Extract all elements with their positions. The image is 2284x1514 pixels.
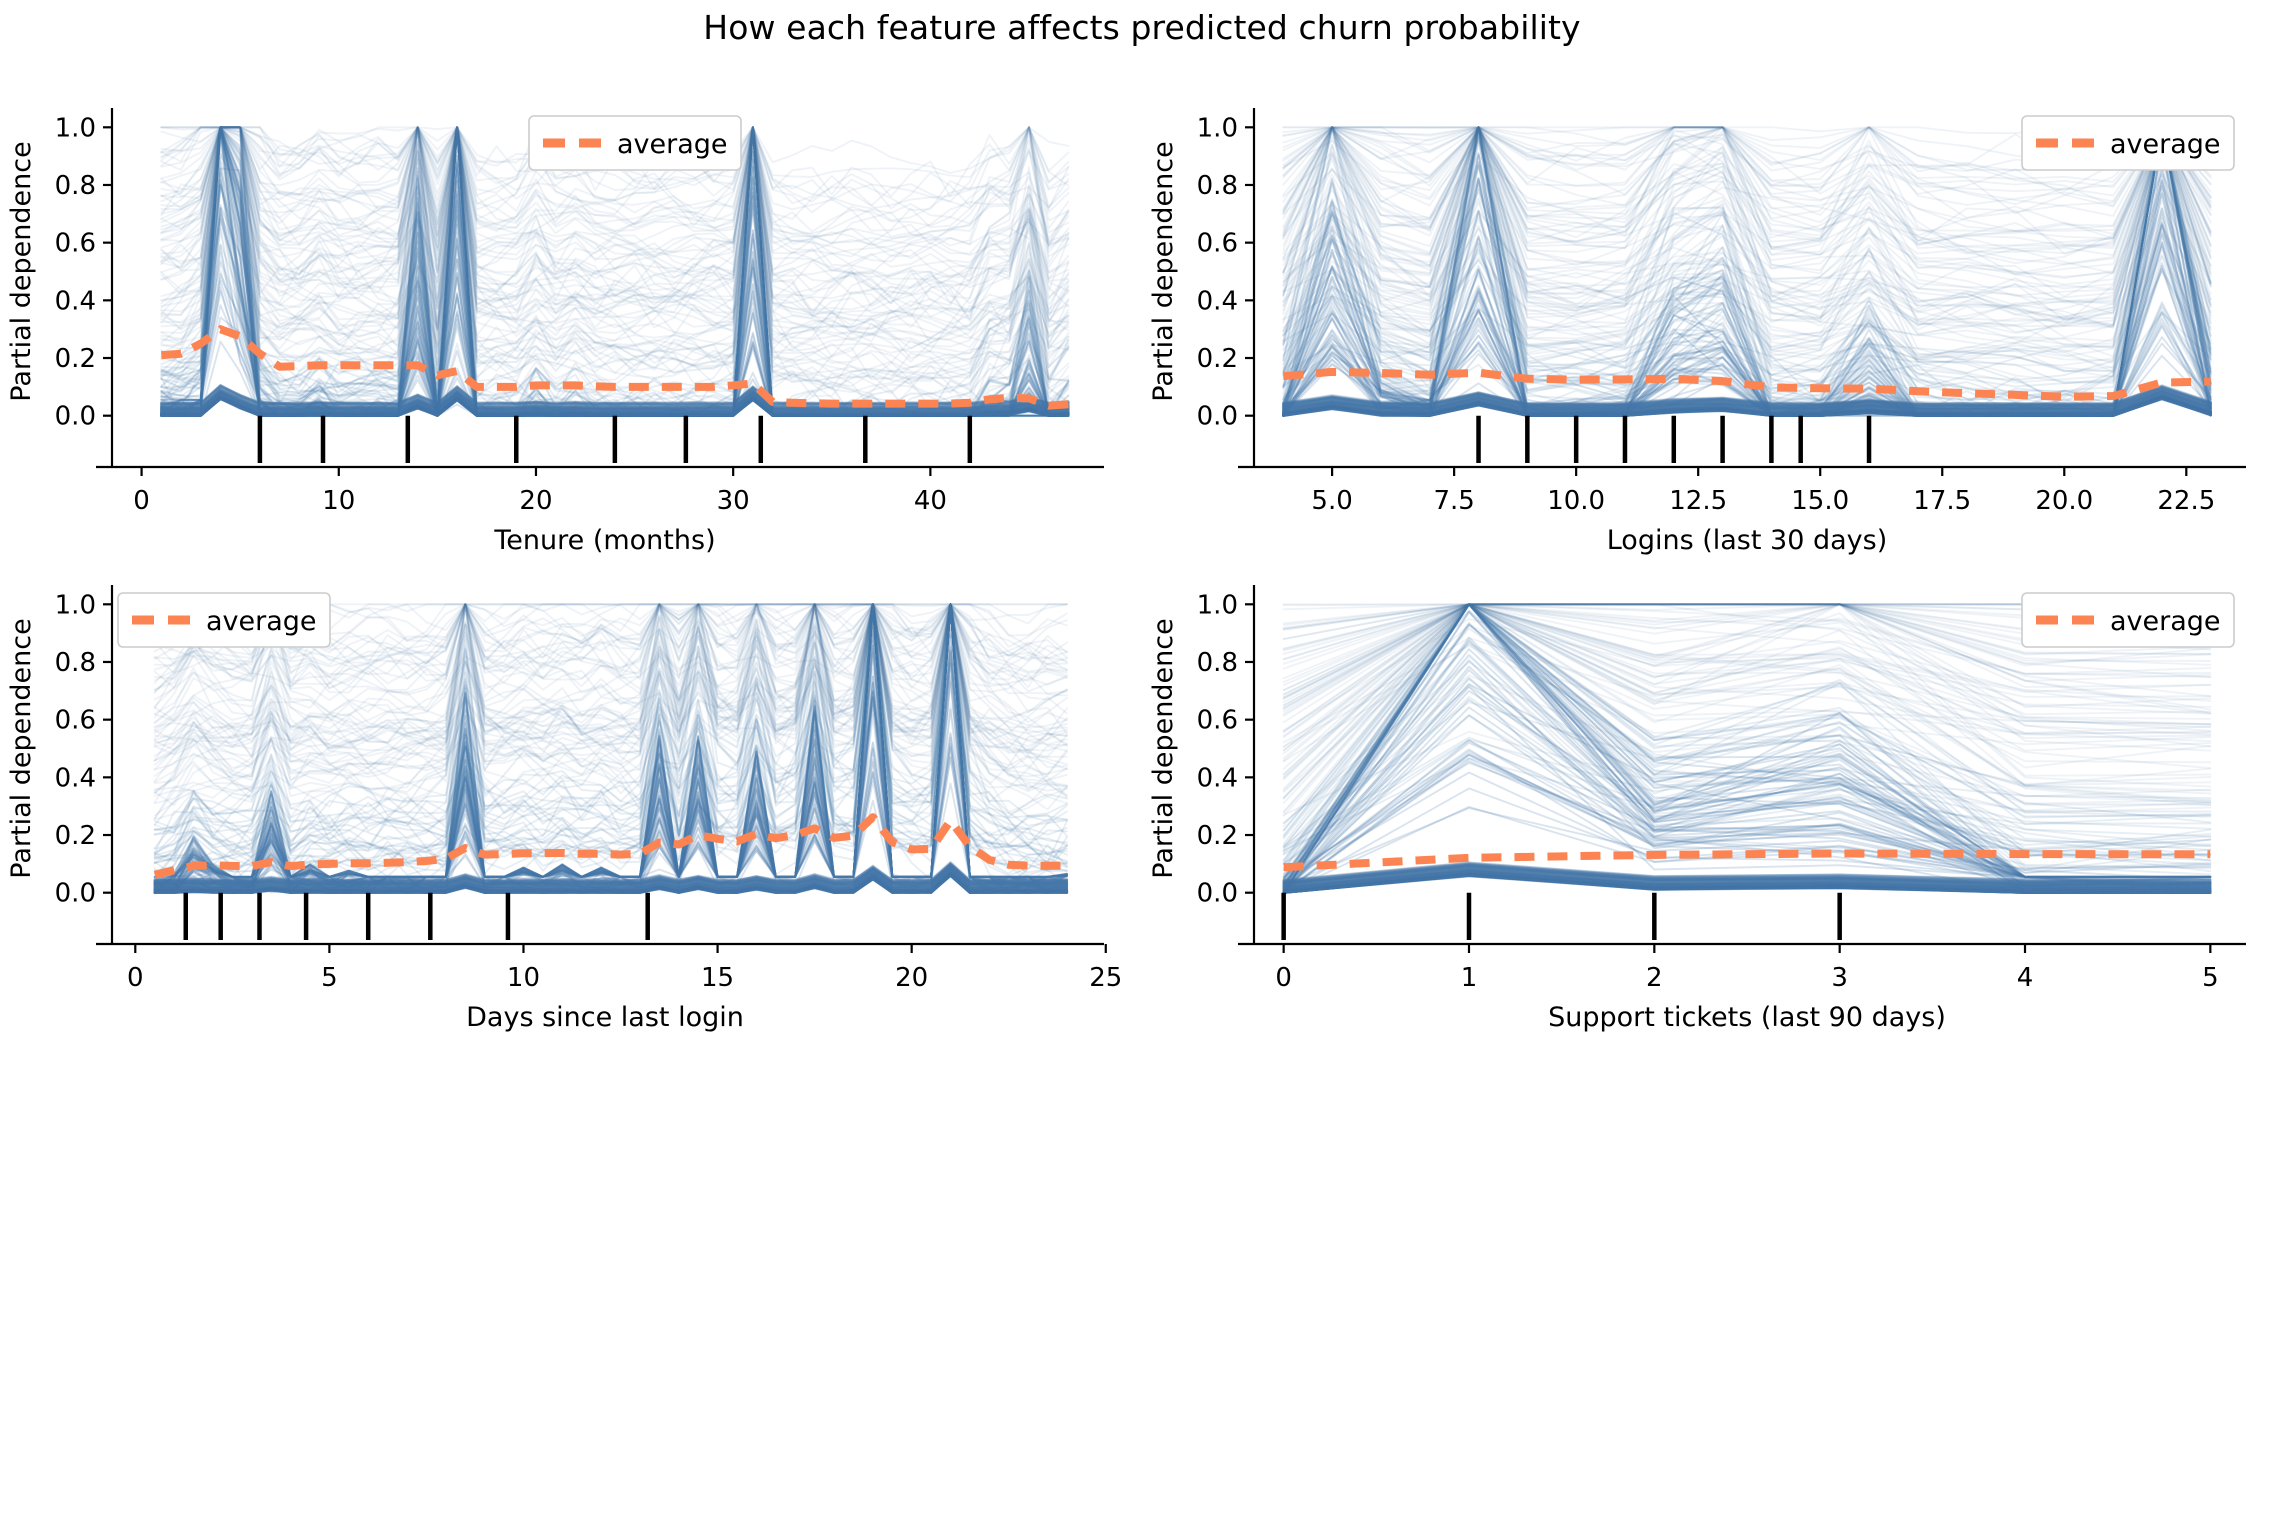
x-tick-label: 20	[895, 963, 928, 993]
x-axis-label: Tenure (months)	[493, 525, 715, 556]
legend-label: average	[617, 129, 728, 160]
y-tick-label: 0.0	[1197, 879, 1238, 909]
subplot-days-since-last-login: 0.0 0.2 0.4 0.6 0.8 1.0 0 5 10 15 20 25 Days since l…	[0, 557, 1142, 1034]
subplot-logins: 0.0 0.2 0.4 0.6 0.8 1.0 5.0 7.5 10.0 12.5 15.0 17.5…	[1142, 80, 2284, 557]
y-tick-label: 0.0	[55, 402, 96, 432]
y-tick-label: 0.8	[55, 648, 96, 678]
y-tick-label: 0.8	[1197, 171, 1238, 201]
ice-curves-group	[153, 603, 1069, 894]
axes-group: 0.0 0.2 0.4 0.6 0.8 1.0 0 10 20 30 40 Tenure (month…	[6, 108, 1104, 556]
average-line	[1283, 849, 2211, 872]
legend[interactable]: average	[2021, 592, 2235, 648]
y-tick-label: 0.0	[1197, 402, 1238, 432]
x-tick-label: 40	[914, 486, 947, 516]
x-tick-label: 10	[322, 486, 355, 516]
x-tick-label: 10	[507, 963, 540, 993]
x-tick-label: 20	[519, 486, 552, 516]
legend-label: average	[2110, 606, 2221, 637]
y-axis-label: Partial dependence	[1148, 141, 1179, 401]
legend[interactable]: average	[117, 592, 331, 648]
legend[interactable]: average	[2021, 115, 2235, 171]
axes-group: 0.0 0.2 0.4 0.6 0.8 1.0 0 1 2 3 4 5 Support tickets …	[1148, 585, 2246, 1033]
x-tick-label: 5	[321, 963, 338, 993]
x-tick-label: 12.5	[1669, 486, 1727, 516]
x-axis-label: Logins (last 30 days)	[1607, 525, 1888, 556]
subplot-tenure: 0.0 0.2 0.4 0.6 0.8 1.0 0 10 20 30 40 Tenure (month…	[0, 80, 1142, 557]
x-tick-label: 0	[127, 963, 144, 993]
y-tick-label: 0.4	[55, 763, 96, 793]
x-tick-label: 22.5	[2157, 486, 2215, 516]
x-tick-label: 17.5	[1913, 486, 1971, 516]
y-tick-label: 0.4	[1197, 286, 1238, 316]
y-tick-label: 0.4	[1197, 763, 1238, 793]
average-line	[153, 813, 1067, 879]
y-tick-label: 0.4	[55, 286, 96, 316]
y-tick-label: 0.6	[1197, 706, 1238, 736]
legend-label: average	[2110, 129, 2221, 160]
y-tick-label: 1.0	[1197, 590, 1238, 620]
x-tick-label: 10.0	[1547, 486, 1605, 516]
y-tick-label: 0.2	[1197, 344, 1238, 374]
x-tick-label: 3	[1831, 963, 1848, 993]
y-tick-label: 0.8	[55, 171, 96, 201]
y-tick-label: 1.0	[1197, 113, 1238, 143]
y-tick-label: 1.0	[55, 590, 96, 620]
average-line	[1282, 367, 2211, 401]
x-axis-label: Support tickets (last 90 days)	[1548, 1002, 1946, 1033]
x-tick-label: 0	[133, 486, 150, 516]
x-tick-label: 1	[1461, 963, 1478, 993]
average-line	[161, 325, 1069, 410]
x-tick-label: 20.0	[2035, 486, 2093, 516]
y-tick-label: 0.0	[55, 879, 96, 909]
y-tick-label: 0.6	[1197, 229, 1238, 259]
y-tick-label: 0.8	[1197, 648, 1238, 678]
y-axis-label: Partial dependence	[6, 618, 37, 878]
ice-curves-group	[1282, 126, 2212, 417]
x-tick-label: 5	[2202, 963, 2219, 993]
x-tick-label: 5.0	[1311, 486, 1352, 516]
x-tick-label: 15	[701, 963, 734, 993]
x-tick-label: 7.5	[1433, 486, 1474, 516]
axes-group: 0.0 0.2 0.4 0.6 0.8 1.0 0 5 10 15 20 25 Days since l…	[6, 585, 1122, 1033]
x-tick-label: 0	[1275, 963, 1292, 993]
x-axis-label: Days since last login	[466, 1002, 744, 1033]
legend-label: average	[206, 606, 317, 637]
x-tick-label: 25	[1089, 963, 1122, 993]
axes-group: 0.0 0.2 0.4 0.6 0.8 1.0 5.0 7.5 10.0 12.5 15.0 17.5…	[1148, 108, 2246, 556]
x-tick-label: 2	[1646, 963, 1663, 993]
y-tick-label: 0.2	[55, 344, 96, 374]
subplot-support-tickets: 0.0 0.2 0.4 0.6 0.8 1.0 0 1 2 3 4 5 Support tickets …	[1142, 557, 2284, 1034]
y-tick-label: 0.2	[55, 821, 96, 851]
ice-curves-group	[1282, 603, 2212, 894]
y-tick-label: 0.2	[1197, 821, 1238, 851]
y-tick-label: 0.6	[55, 229, 96, 259]
x-tick-label: 15.0	[1791, 486, 1849, 516]
x-tick-label: 4	[2017, 963, 2034, 993]
y-axis-label: Partial dependence	[1148, 618, 1179, 878]
figure-title: How each feature affects predicted churn…	[703, 8, 1581, 47]
legend[interactable]: average	[528, 115, 742, 171]
y-tick-label: 0.6	[55, 706, 96, 736]
y-axis-label: Partial dependence	[6, 141, 37, 401]
y-tick-label: 1.0	[55, 113, 96, 143]
x-tick-label: 30	[717, 486, 750, 516]
